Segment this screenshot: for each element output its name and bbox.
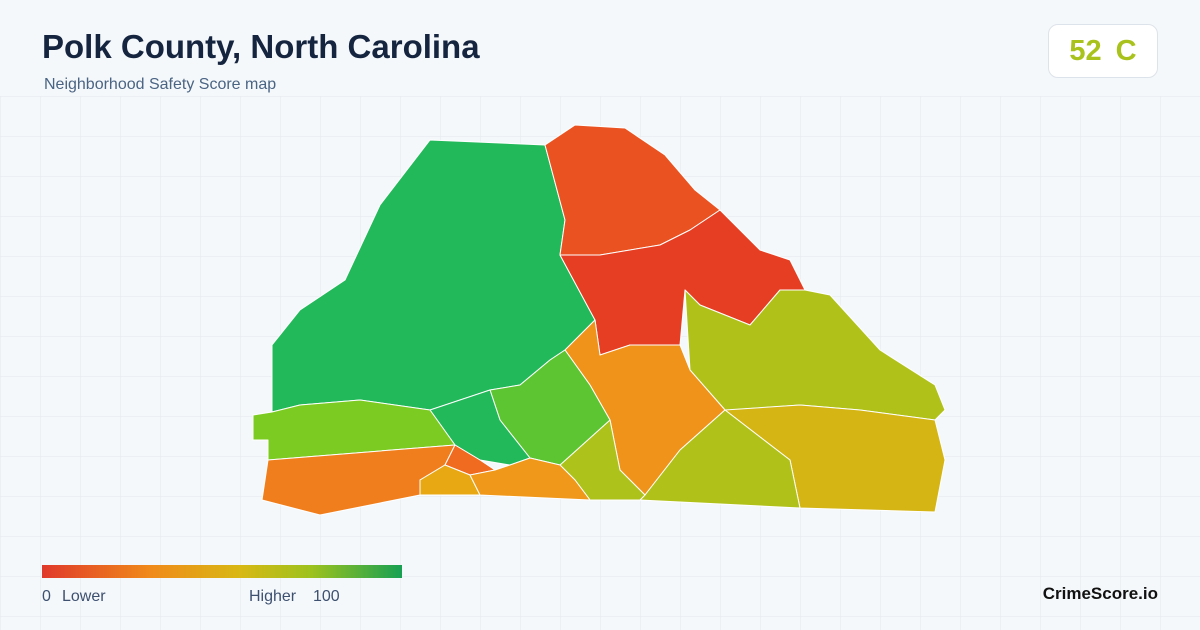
legend-max-label: Higher <box>249 588 297 605</box>
subtitle: Neighborhood Safety Score map <box>44 76 277 93</box>
score-grade: C <box>1115 34 1137 67</box>
region <box>469 457 591 501</box>
legend-min-label: Lower <box>62 588 106 605</box>
score-value: 52 <box>1069 34 1102 67</box>
title: Polk County, North Carolina <box>42 28 480 65</box>
county-regions <box>252 124 946 516</box>
legend-gradient <box>42 565 402 578</box>
brand: CrimeScore.io <box>1042 584 1158 603</box>
score-badge: 52 C <box>1048 24 1158 78</box>
legend-min: 0 <box>42 588 51 605</box>
legend-max: 100 <box>313 588 340 605</box>
